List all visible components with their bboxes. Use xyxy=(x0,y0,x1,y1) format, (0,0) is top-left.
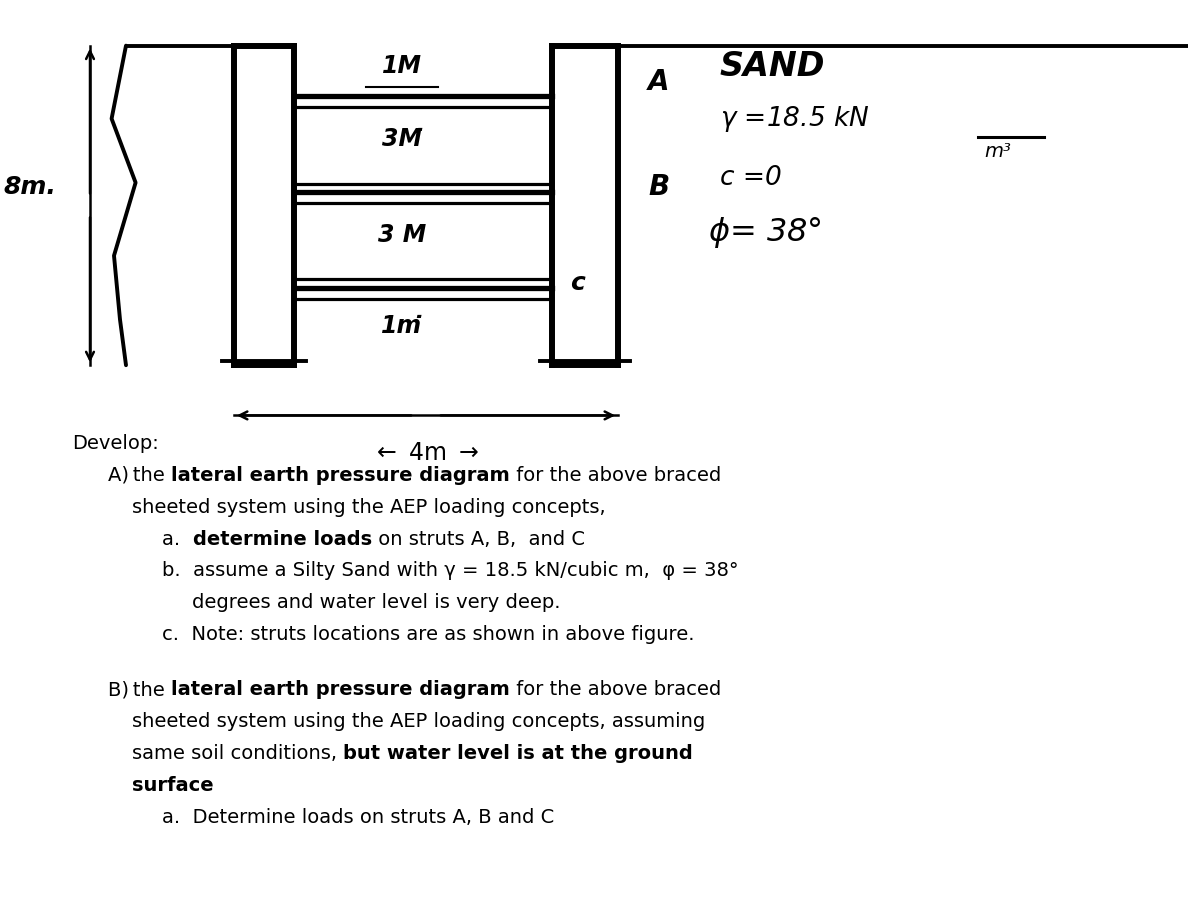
Text: 1ṁ̇: 1ṁ̇ xyxy=(382,314,422,339)
Text: Develop:: Develop: xyxy=(72,434,158,453)
Text: c: c xyxy=(570,271,584,295)
Text: A) the: A) the xyxy=(108,466,172,485)
Text: a.: a. xyxy=(162,530,193,549)
Text: lateral earth pressure diagram: lateral earth pressure diagram xyxy=(172,680,510,699)
Text: 1M: 1M xyxy=(382,54,422,79)
Text: surface: surface xyxy=(132,776,214,795)
Text: for the above braced: for the above braced xyxy=(510,466,721,485)
Text: 3Ṁ: 3Ṁ xyxy=(382,127,422,152)
Text: sheeted system using the AEP loading concepts, assuming: sheeted system using the AEP loading con… xyxy=(132,712,706,731)
Text: m³: m³ xyxy=(984,142,1010,161)
Text: determine loads: determine loads xyxy=(193,530,372,549)
Text: SAND: SAND xyxy=(720,50,826,83)
Text: c =0: c =0 xyxy=(720,165,781,191)
Text: A: A xyxy=(648,68,670,96)
Text: B: B xyxy=(648,173,670,201)
Text: B) the: B) the xyxy=(108,680,172,699)
Text: 8m.: 8m. xyxy=(4,175,56,199)
Text: c.  Note: struts locations are as shown in above figure.: c. Note: struts locations are as shown i… xyxy=(162,625,695,645)
Text: for the above braced: for the above braced xyxy=(510,680,721,699)
Text: degrees and water level is very deep.: degrees and water level is very deep. xyxy=(192,593,560,613)
Text: 3 M: 3 M xyxy=(378,223,426,247)
Text: $\gamma$ =18.5 kN: $\gamma$ =18.5 kN xyxy=(720,104,870,133)
Text: $\phi$= 38°: $\phi$= 38° xyxy=(708,215,822,250)
Text: b.  assume a Silty Sand with γ = 18.5 kN/cubic m,  φ = 38°: b. assume a Silty Sand with γ = 18.5 kN/… xyxy=(162,561,739,581)
Text: a.  Determine loads on struts A, B and C: a. Determine loads on struts A, B and C xyxy=(162,808,554,827)
Text: same soil conditions,: same soil conditions, xyxy=(132,744,343,763)
Text: on struts A, B,  and C: on struts A, B, and C xyxy=(372,530,584,549)
Text: but water level is at the ground: but water level is at the ground xyxy=(343,744,694,763)
Text: $\leftarrow$ 4m $\rightarrow$: $\leftarrow$ 4m $\rightarrow$ xyxy=(372,441,480,465)
Text: sheeted system using the AEP loading concepts,: sheeted system using the AEP loading con… xyxy=(132,498,606,517)
Text: lateral earth pressure diagram: lateral earth pressure diagram xyxy=(172,466,510,485)
